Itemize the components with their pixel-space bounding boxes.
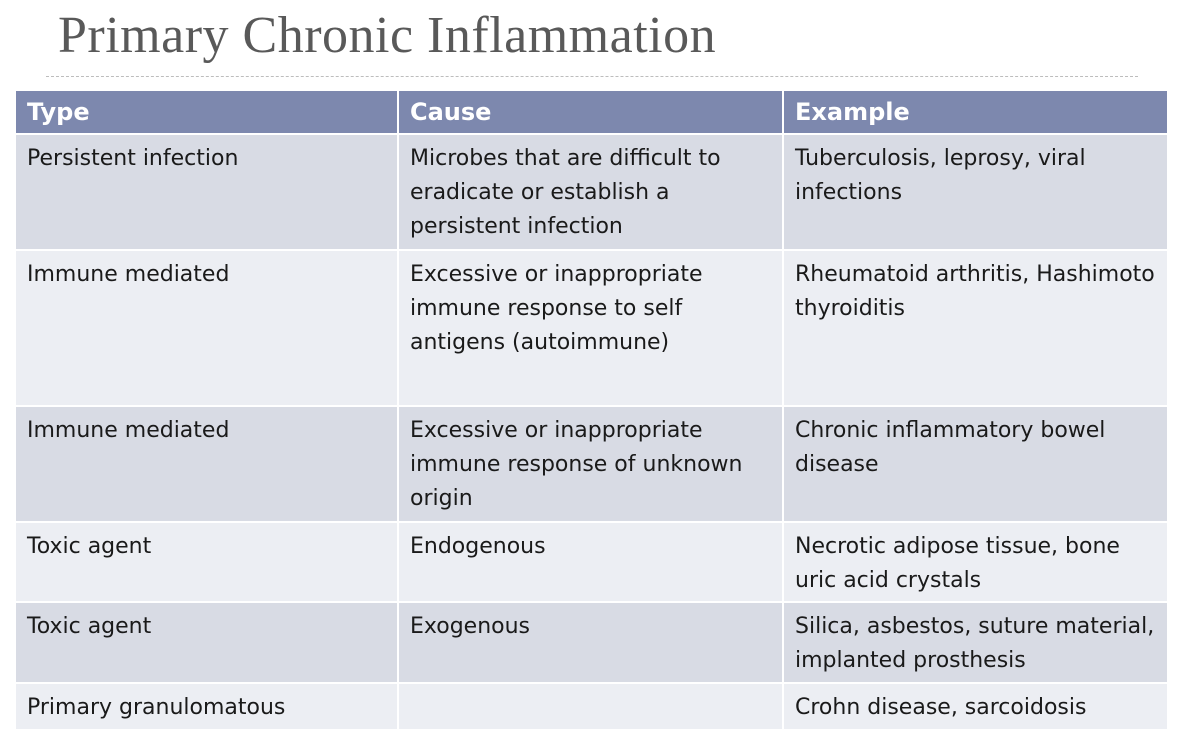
table-row: Persistent infection Microbes that are di… <box>16 135 1167 251</box>
table-cell: Toxic agent <box>16 603 399 682</box>
table-cell: Primary granulomatous <box>16 684 399 729</box>
table-row: Toxic agent Endogenous Necrotic adipose ti… <box>16 523 1167 603</box>
table-cell: Immune mediated <box>16 407 399 521</box>
table: Type Cause Example Persistent infection Micr… <box>16 91 1167 731</box>
table-row: Immune mediated Excessive or inappropriat… <box>16 251 1167 407</box>
table-cell: Immune mediated <box>16 251 399 405</box>
slide-title: Primary Chronic Inflammation <box>58 7 717 64</box>
table-cell: Excessive or inappropriate immune respon… <box>399 407 784 521</box>
table-row: Toxic agent Exogenous Silica, asbestos, su… <box>16 603 1167 684</box>
table-cell: Tuberculosis, leprosy, viral infections <box>795 146 1086 205</box>
table-cell: Excessive or inappropriate immune respon… <box>399 251 784 405</box>
table-cell: Chronic inflammatory bowel disease <box>795 418 1106 477</box>
table-cell <box>399 684 784 729</box>
table-cell: Exogenous <box>399 603 784 682</box>
header-cell: Type <box>16 91 399 133</box>
table-cell: Persistent infection <box>16 135 399 249</box>
table-cell: Toxic agent <box>16 523 399 601</box>
header-cell: Example <box>795 98 910 126</box>
table-row: Immune mediated Excessive or inappropriat… <box>16 407 1167 523</box>
table-cell: Necrotic adipose tissue, bone uric acid … <box>795 534 1120 593</box>
header-cell: Cause <box>399 91 784 133</box>
table-cell: Rheumatoid arthritis, Hashimoto thyroidi… <box>795 262 1155 321</box>
table-cell: Microbes that are difficult to eradicate… <box>399 135 784 249</box>
table-cell: Crohn disease, sarcoidosis <box>795 695 1087 720</box>
title-rule <box>46 76 1138 77</box>
table-cell: Endogenous <box>399 523 784 601</box>
table-cell: Silica, asbestos, suture material, impla… <box>795 614 1155 673</box>
table-row: Primary granulomatous Crohn disease, sarc… <box>16 684 1167 731</box>
header-row: Type Cause Example <box>16 91 1167 135</box>
